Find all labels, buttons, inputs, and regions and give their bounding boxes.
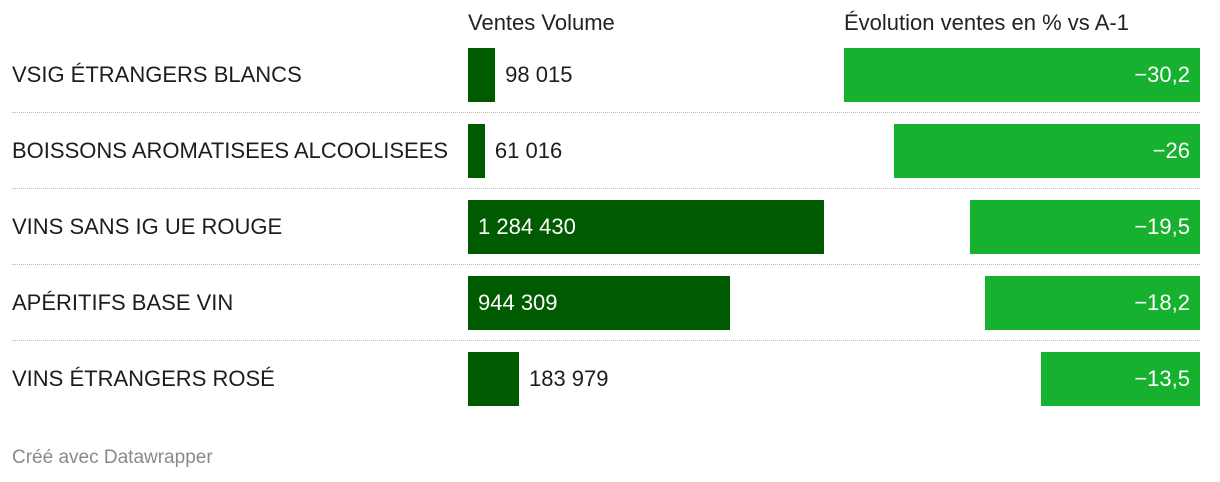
row-divider	[12, 188, 1200, 189]
evolution-value: −19,5	[1134, 214, 1190, 239]
volume-bar	[468, 352, 519, 406]
table-row: VINS SANS IG UE ROUGE 1 284 430 −19,5	[0, 200, 1220, 276]
table-row: APÉRITIFS BASE VIN 944 309 −18,2	[0, 276, 1220, 352]
row-label: APÉRITIFS BASE VIN	[12, 290, 234, 315]
row-label: BOISSONS AROMATISEES ALCOOLISEES	[12, 138, 449, 163]
footer-credit: Créé avec Datawrapper	[12, 447, 213, 468]
volume-value: 98 015	[505, 62, 573, 87]
volume-bar	[468, 200, 824, 254]
evolution-bar	[985, 276, 1200, 330]
evolution-bar	[970, 200, 1200, 254]
volume-value: 944 309	[478, 290, 558, 315]
table-row: BOISSONS AROMATISEES ALCOOLISEES 61 016 −2…	[0, 124, 1220, 200]
row-divider	[12, 264, 1200, 265]
header-ventes-volume: Ventes Volume	[468, 10, 615, 35]
volume-value: 61 016	[494, 138, 563, 163]
row-divider	[12, 340, 1200, 341]
volume-value: 1 284 430	[478, 214, 576, 239]
evolution-value: −13,5	[1134, 366, 1190, 391]
evolution-value: −18,2	[1134, 290, 1190, 315]
evolution-bar	[844, 48, 1200, 102]
evolution-bar	[893, 124, 1200, 178]
row-label: VINS SANS IG UE ROUGE	[12, 214, 283, 239]
evolution-value: −30,2	[1134, 62, 1190, 87]
table-row: VSIG ÉTRANGERS BLANCS 98 015 −30,2	[0, 48, 1220, 124]
volume-bar	[468, 124, 485, 178]
row-divider	[12, 112, 1200, 113]
volume-bar	[468, 276, 730, 330]
volume-bar	[468, 48, 496, 102]
volume-value: 183 979	[528, 366, 609, 391]
table-row: VINS ÉTRANGERS ROSÉ 183 979 −13,5	[0, 352, 1220, 428]
evolution-value: −26	[1152, 138, 1190, 163]
row-label: VINS ÉTRANGERS ROSÉ	[12, 366, 275, 391]
row-label: VSIG ÉTRANGERS BLANCS	[12, 62, 302, 87]
header-evolution: Évolution ventes en % vs A-1	[844, 10, 1129, 35]
evolution-bar	[1040, 352, 1200, 406]
